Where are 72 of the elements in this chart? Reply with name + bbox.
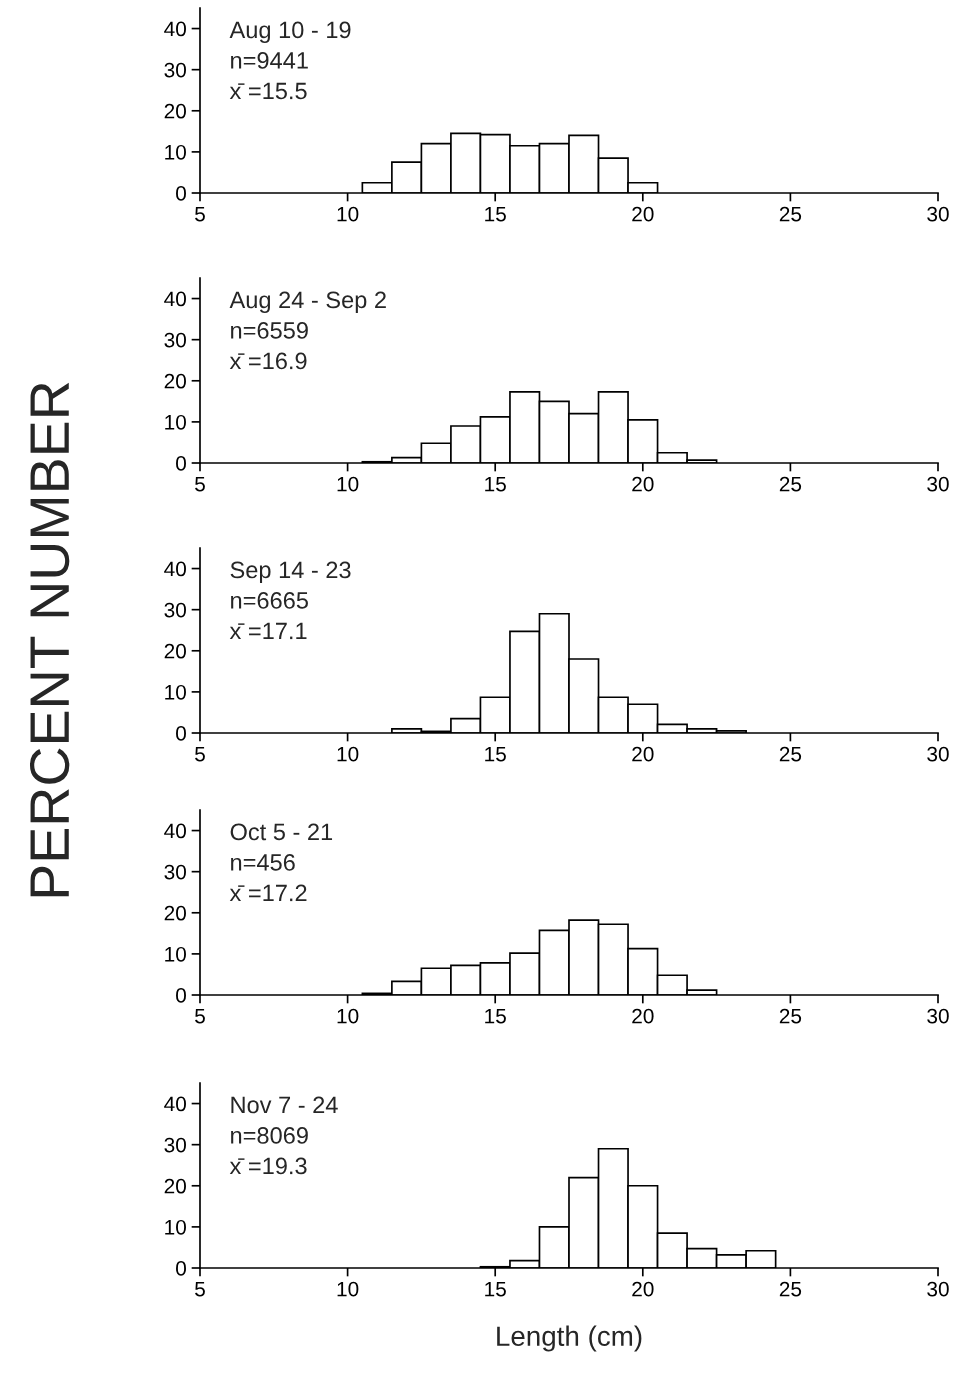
annotation: x̄ =15.5	[229, 82, 307, 100]
x-tick-label: 15	[485, 206, 506, 222]
annotation: n=6665	[231, 592, 308, 609]
y-tick-label: 0	[176, 456, 186, 471]
annotation: Aug 24 - Sep 2	[229, 291, 386, 313]
x-tick-label: 20	[632, 1008, 654, 1024]
x-tick-label: 20	[632, 476, 654, 492]
y-tick-label: 30	[164, 1137, 186, 1153]
y-tick-label: 30	[164, 602, 186, 618]
annotation: Oct 5 - 21	[230, 823, 333, 841]
y-tick-label: 20	[164, 643, 186, 659]
x-tick-label: 15	[485, 1281, 506, 1297]
y-tick-label: 20	[164, 103, 186, 119]
x-tick-label: 25	[779, 476, 802, 492]
y-tick-label: 0	[176, 988, 186, 1003]
x-tick-label: 5	[195, 1008, 205, 1024]
y-tick-label: 40	[164, 561, 186, 577]
x-tick-label: 20	[632, 746, 654, 762]
x-tick-label: 5	[195, 476, 205, 492]
y-tick-label: 20	[164, 1178, 186, 1194]
y-tick-label: 0	[176, 726, 186, 741]
x-axis-title: Length (cm)	[497, 1325, 642, 1352]
y-tick-label: 10	[165, 684, 186, 700]
x-tick-label: 30	[927, 206, 949, 222]
y-tick-label: 30	[164, 62, 186, 78]
x-tick-label: 25	[779, 1281, 802, 1297]
x-tick-label: 5	[195, 746, 205, 762]
y-tick-label: 10	[165, 946, 186, 962]
x-tick-label: 10	[337, 206, 359, 222]
y-tick-label: 0	[176, 1261, 186, 1276]
x-tick-label: 10	[337, 1008, 359, 1024]
annotation: x̄ =16.9	[229, 352, 307, 370]
annotation: n=6559	[231, 322, 308, 339]
annotation: x̄ =17.2	[229, 884, 307, 902]
annotation: Aug 10 - 19	[229, 21, 351, 43]
x-tick-label: 10	[337, 476, 359, 492]
y-tick-label: 40	[164, 823, 186, 839]
y-tick-label: 0	[176, 186, 186, 201]
annotation: n=9441	[231, 52, 308, 69]
y-axis-title: PERCENT NUMBER	[29, 382, 70, 897]
x-tick-label: 15	[485, 746, 506, 762]
y-tick-label: 40	[164, 291, 186, 307]
annotation: Sep 14 - 23	[230, 561, 351, 583]
y-tick-label: 20	[164, 373, 186, 389]
y-tick-label: 10	[165, 144, 186, 160]
annotation: n=8069	[231, 1127, 308, 1144]
x-tick-label: 10	[337, 746, 359, 762]
x-tick-label: 20	[632, 206, 654, 222]
y-tick-label: 30	[164, 332, 186, 348]
x-tick-label: 30	[927, 1281, 949, 1297]
x-tick-label: 15	[485, 1008, 506, 1024]
x-tick-label: 5	[195, 1281, 205, 1297]
y-tick-label: 40	[164, 21, 186, 37]
x-tick-label: 25	[779, 746, 802, 762]
annotation: n=456	[231, 854, 295, 871]
y-tick-label: 40	[164, 1096, 186, 1112]
x-tick-label: 5	[195, 206, 205, 222]
annotation: Nov 7 - 24	[231, 1096, 338, 1114]
annotation: x̄ =19.3	[229, 1157, 307, 1175]
x-tick-label: 15	[485, 476, 506, 492]
x-tick-label: 30	[927, 476, 949, 492]
y-tick-label: 30	[164, 864, 186, 880]
x-tick-label: 30	[927, 746, 949, 762]
y-tick-label: 10	[165, 414, 186, 430]
x-tick-label: 20	[632, 1281, 654, 1297]
annotation: x̄ =17.1	[229, 622, 307, 640]
y-tick-label: 20	[164, 905, 186, 921]
x-tick-label: 30	[927, 1008, 949, 1024]
x-tick-label: 25	[779, 1008, 802, 1024]
x-tick-label: 25	[779, 206, 802, 222]
y-tick-label: 10	[165, 1219, 186, 1235]
x-tick-label: 10	[337, 1281, 359, 1297]
